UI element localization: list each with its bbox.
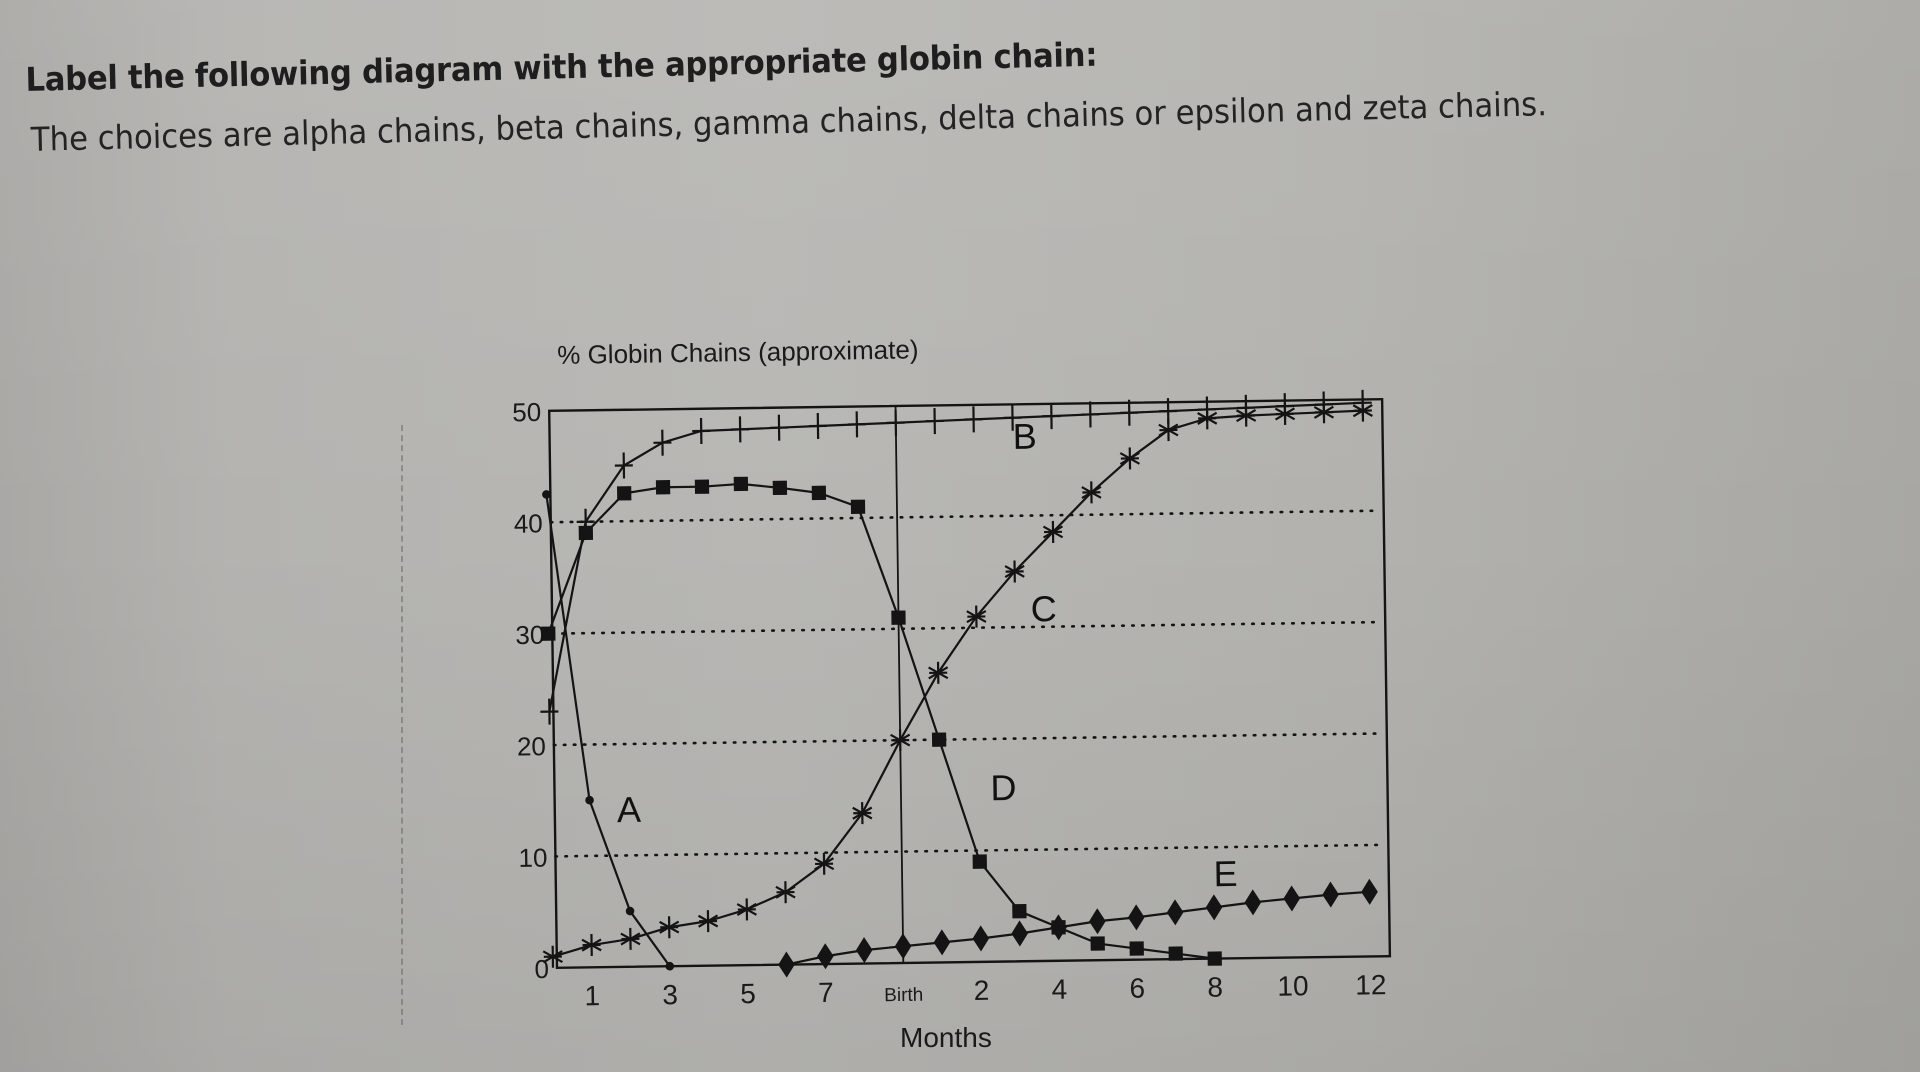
series-b: B xyxy=(540,389,1372,725)
x-tick-label: 10 xyxy=(1277,970,1309,1001)
y-tick-label: 50 xyxy=(512,397,541,427)
x-tick-label: 12 xyxy=(1355,969,1387,1000)
series-label-c: C xyxy=(1030,588,1057,629)
series-c: C xyxy=(542,399,1373,968)
series-e: E xyxy=(778,853,1378,978)
y-tick-label: 40 xyxy=(514,508,543,538)
x-tick-label: 6 xyxy=(1129,973,1145,1004)
birth-line xyxy=(894,406,905,963)
x-tick-label: 4 xyxy=(1051,974,1067,1005)
plot-frame xyxy=(547,398,1392,970)
y-tick-label: 30 xyxy=(515,620,544,650)
x-tick-label: 3 xyxy=(662,979,678,1010)
x-tick-label: 2 xyxy=(974,975,990,1006)
margin-rule xyxy=(401,425,403,1025)
series-a: A xyxy=(542,490,675,971)
plot-area: 0 10 20 30 40 50 1 3 5 7 Birth 2 4 6 8 10 12 A B C D E xyxy=(512,389,1392,1011)
gridline-40 xyxy=(549,509,1381,524)
x-tick-label: 7 xyxy=(818,977,834,1008)
x-tick-label: Birth xyxy=(884,985,923,1007)
y-tick-label: 20 xyxy=(517,731,546,761)
series-label-e: E xyxy=(1213,853,1238,894)
gridline-20 xyxy=(552,732,1385,747)
x-tick-label: 1 xyxy=(584,980,600,1011)
series-label-b: B xyxy=(1012,416,1037,457)
series-label-d: D xyxy=(990,767,1017,808)
y-tick-label: 0 xyxy=(534,954,549,984)
series-d: D xyxy=(541,476,1222,966)
x-tick-label: 8 xyxy=(1207,972,1223,1003)
gridline-30 xyxy=(551,620,1383,635)
x-axis-title: Months xyxy=(900,1022,992,1053)
gridline-10 xyxy=(554,843,1386,858)
y-tick-label: 10 xyxy=(518,843,547,873)
series-label-a: A xyxy=(617,789,642,830)
x-tick-label: 5 xyxy=(740,978,756,1009)
